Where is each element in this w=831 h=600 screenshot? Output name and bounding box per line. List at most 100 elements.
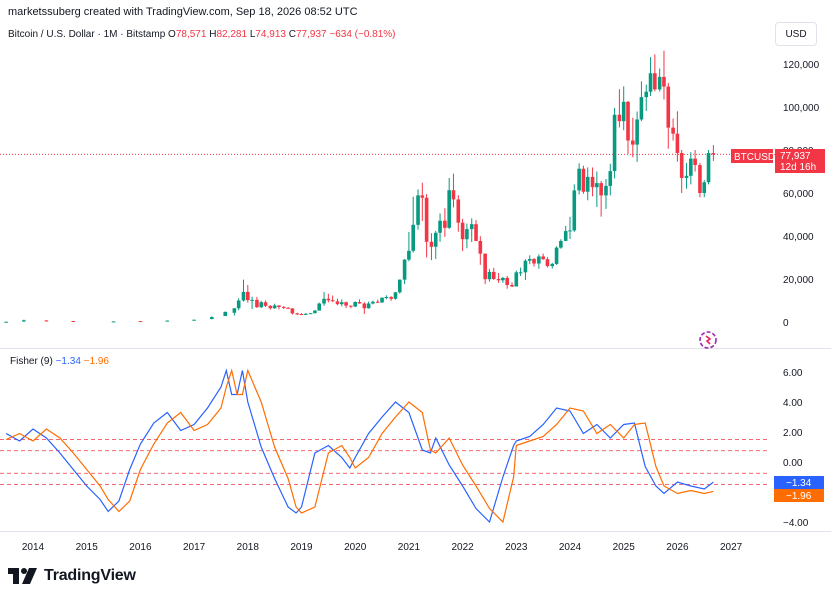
candle-body bbox=[563, 231, 568, 241]
time-tick-label: 2016 bbox=[129, 542, 152, 553]
candle-body bbox=[236, 300, 241, 309]
candle bbox=[263, 300, 268, 307]
candle-body bbox=[639, 97, 644, 120]
symbol-name[interactable]: Bitcoin / U.S. Dollar · 1M · Bitstamp bbox=[8, 29, 166, 40]
trigger-tag-bg bbox=[774, 489, 824, 502]
candle bbox=[299, 313, 304, 316]
symbol-legend: Bitcoin / U.S. Dollar · 1M · Bitstamp O7… bbox=[8, 29, 396, 40]
candle-body bbox=[429, 241, 434, 247]
candle-body bbox=[447, 190, 451, 228]
price-tick-label: 0 bbox=[783, 318, 789, 329]
candle bbox=[675, 111, 680, 162]
fisher-pane bbox=[0, 368, 770, 524]
candle bbox=[397, 279, 402, 294]
candle-body bbox=[138, 321, 143, 323]
author-line: marketssuberg created with TradingView.c… bbox=[8, 6, 358, 18]
price-pane bbox=[0, 50, 775, 323]
candle-body bbox=[545, 259, 550, 267]
candle-body bbox=[22, 320, 26, 322]
candle-body bbox=[644, 91, 649, 98]
candle-body bbox=[577, 168, 581, 191]
candle-body bbox=[402, 259, 407, 280]
ohlc-low: L74,913 bbox=[250, 29, 289, 40]
price-tick-label: 40,000 bbox=[783, 232, 814, 243]
candle-body bbox=[317, 303, 322, 311]
candle-body bbox=[111, 321, 116, 323]
candle bbox=[648, 57, 653, 97]
ohlc-close-value: 77,937 bbox=[295, 29, 327, 40]
price-tag-countdown: 12d 16h bbox=[780, 162, 816, 173]
candle-body bbox=[255, 299, 259, 308]
candle bbox=[272, 303, 277, 309]
candle-body bbox=[572, 190, 577, 231]
price-tag: BTCUSD 77,937 12d 16h bbox=[731, 149, 825, 173]
candle bbox=[317, 302, 322, 311]
candle-body bbox=[568, 230, 572, 232]
fisher-tag-bg bbox=[774, 476, 824, 489]
candle bbox=[518, 267, 523, 276]
candle bbox=[612, 107, 617, 179]
candle-body bbox=[371, 301, 375, 304]
candle bbox=[407, 231, 411, 262]
candle bbox=[416, 189, 420, 230]
candle bbox=[693, 150, 697, 172]
candle bbox=[523, 259, 528, 280]
candle-body bbox=[290, 308, 295, 314]
time-tick-label: 2027 bbox=[720, 542, 743, 553]
candle bbox=[657, 68, 662, 92]
currency-button[interactable]: USD bbox=[775, 22, 817, 46]
candle-body bbox=[478, 240, 483, 254]
candle bbox=[335, 298, 340, 306]
candle bbox=[277, 305, 281, 310]
candle bbox=[514, 270, 519, 287]
candle-body bbox=[684, 175, 689, 178]
candle-body bbox=[263, 302, 268, 306]
indicator-legend[interactable]: Fisher (9) −1.34 −1.96 bbox=[10, 356, 109, 367]
price-tag-value-bg bbox=[775, 149, 825, 173]
candle-body bbox=[537, 256, 541, 264]
tradingview-logo[interactable]: TradingView bbox=[8, 567, 136, 585]
candle-body bbox=[693, 158, 697, 166]
candle-body bbox=[491, 271, 496, 279]
tradingview-logo-text: TradingView bbox=[44, 567, 136, 584]
candle-body bbox=[407, 250, 411, 260]
candle-body bbox=[617, 114, 622, 122]
time-tick-label: 2024 bbox=[559, 542, 582, 553]
candle-body bbox=[335, 301, 340, 305]
fisher-tick-label: −4.00 bbox=[783, 518, 809, 529]
price-tag-ticker: BTCUSD bbox=[734, 152, 775, 163]
candle bbox=[599, 180, 603, 217]
candle-body bbox=[474, 224, 478, 241]
candle bbox=[590, 167, 595, 197]
candle-body bbox=[424, 197, 429, 242]
ohlc-high-label: H bbox=[209, 29, 217, 40]
time-tick-label: 2018 bbox=[237, 542, 260, 553]
candle-body bbox=[362, 303, 367, 309]
candle-body bbox=[514, 272, 519, 287]
candle-body bbox=[518, 272, 523, 274]
time-tick-label: 2025 bbox=[613, 542, 636, 553]
candle-body bbox=[657, 76, 662, 90]
time-tick-label: 2015 bbox=[76, 542, 99, 553]
candle bbox=[469, 218, 474, 243]
candle bbox=[246, 285, 250, 303]
candle-body bbox=[411, 224, 415, 251]
replay-icon[interactable] bbox=[699, 331, 717, 349]
candle-body bbox=[192, 319, 196, 321]
ohlc-high-value: 82,281 bbox=[216, 29, 248, 40]
candle bbox=[433, 230, 438, 260]
time-tick-label: 2014 bbox=[22, 542, 45, 553]
candle bbox=[313, 309, 317, 314]
candle-body bbox=[550, 263, 555, 267]
candle bbox=[581, 165, 586, 194]
candle-body bbox=[433, 232, 438, 247]
candle-body bbox=[653, 73, 657, 90]
candle bbox=[527, 255, 532, 265]
candle-body bbox=[621, 101, 626, 122]
ohlc-open-value: 78,571 bbox=[175, 29, 207, 40]
candle-body bbox=[384, 297, 389, 299]
candle bbox=[465, 223, 469, 249]
time-tick-label: 2020 bbox=[344, 542, 367, 553]
candle bbox=[541, 253, 545, 260]
